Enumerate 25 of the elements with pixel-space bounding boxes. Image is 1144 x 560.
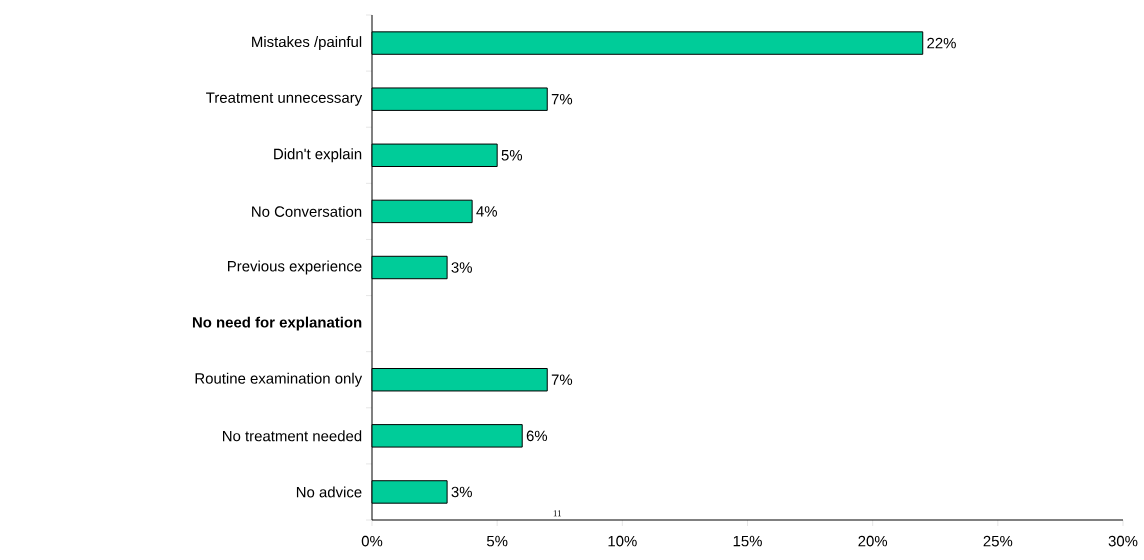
x-tick-label: 5% xyxy=(486,535,508,547)
x-tick-label: 25% xyxy=(983,535,1013,547)
y-tick-label: Routine examination only xyxy=(195,372,363,387)
data-label: 5% xyxy=(501,150,523,161)
x-tick-label: 30% xyxy=(1108,535,1138,547)
y-tick-label: No treatment needed xyxy=(223,430,362,442)
x-tick-label: 10% xyxy=(608,535,637,547)
data-label: 7% xyxy=(551,93,573,105)
y-tick-label: Previous experience xyxy=(228,260,362,275)
y-tick-label: Mistakes /painful xyxy=(252,36,362,51)
y-tick-label: No advice xyxy=(296,486,362,498)
y-tick-label: Treatment unnecessary xyxy=(206,92,363,106)
x-tick-label: 20% xyxy=(858,535,888,547)
data-label: 4% xyxy=(476,206,498,217)
x-tick-label: 0% xyxy=(361,535,383,547)
data-label: 3% xyxy=(451,262,472,273)
data-label: 22% xyxy=(927,37,956,49)
annotation: 11 xyxy=(553,510,562,517)
y-tick-label: No Conversation xyxy=(252,205,362,217)
x-tick-label: 15% xyxy=(733,535,762,547)
y-tick-label: No need for explanation xyxy=(192,316,362,331)
data-label: 7% xyxy=(551,374,573,385)
data-label: 3% xyxy=(451,486,472,498)
y-tick-label: Didn't explain xyxy=(274,148,362,163)
data-label: 6% xyxy=(526,430,548,442)
